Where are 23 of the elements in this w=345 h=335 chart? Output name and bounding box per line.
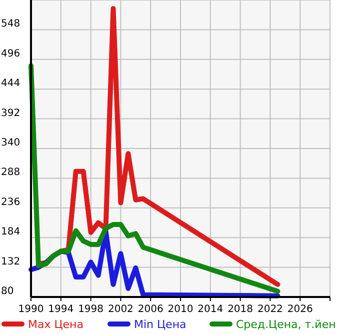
x-tick-label: 2022 — [257, 304, 283, 315]
x-tick-label: 1990 — [18, 304, 44, 315]
y-tick-label: 184 — [1, 226, 20, 238]
y-tick-label: 392 — [1, 108, 20, 119]
y-tick-label: 132 — [1, 256, 20, 268]
y-tick-label: 496 — [1, 48, 20, 60]
x-tick-label: 2026 — [287, 304, 313, 315]
y-tick-label: 288 — [1, 167, 20, 178]
legend-label: Max Цена — [28, 318, 84, 331]
y-tick-label: 80 — [1, 286, 14, 297]
x-tick-label: 2014 — [198, 304, 224, 315]
y-tick-label: 444 — [1, 78, 20, 90]
legend-label: Сред.Цена, т.йен — [236, 318, 336, 331]
x-tick-label: 2018 — [228, 304, 254, 315]
y-tick-label: 236 — [1, 196, 20, 208]
legend-label: Min Цена — [134, 318, 186, 331]
x-tick-label: 2010 — [168, 304, 194, 315]
x-tick-label: 2002 — [108, 304, 134, 315]
x-tick-label: 1994 — [48, 304, 74, 315]
y-tick-label: 548 — [1, 18, 20, 30]
y-tick-label: 340 — [1, 138, 20, 148]
x-tick-label: 2006 — [138, 304, 164, 315]
x-tick-label: 1998 — [78, 304, 104, 315]
